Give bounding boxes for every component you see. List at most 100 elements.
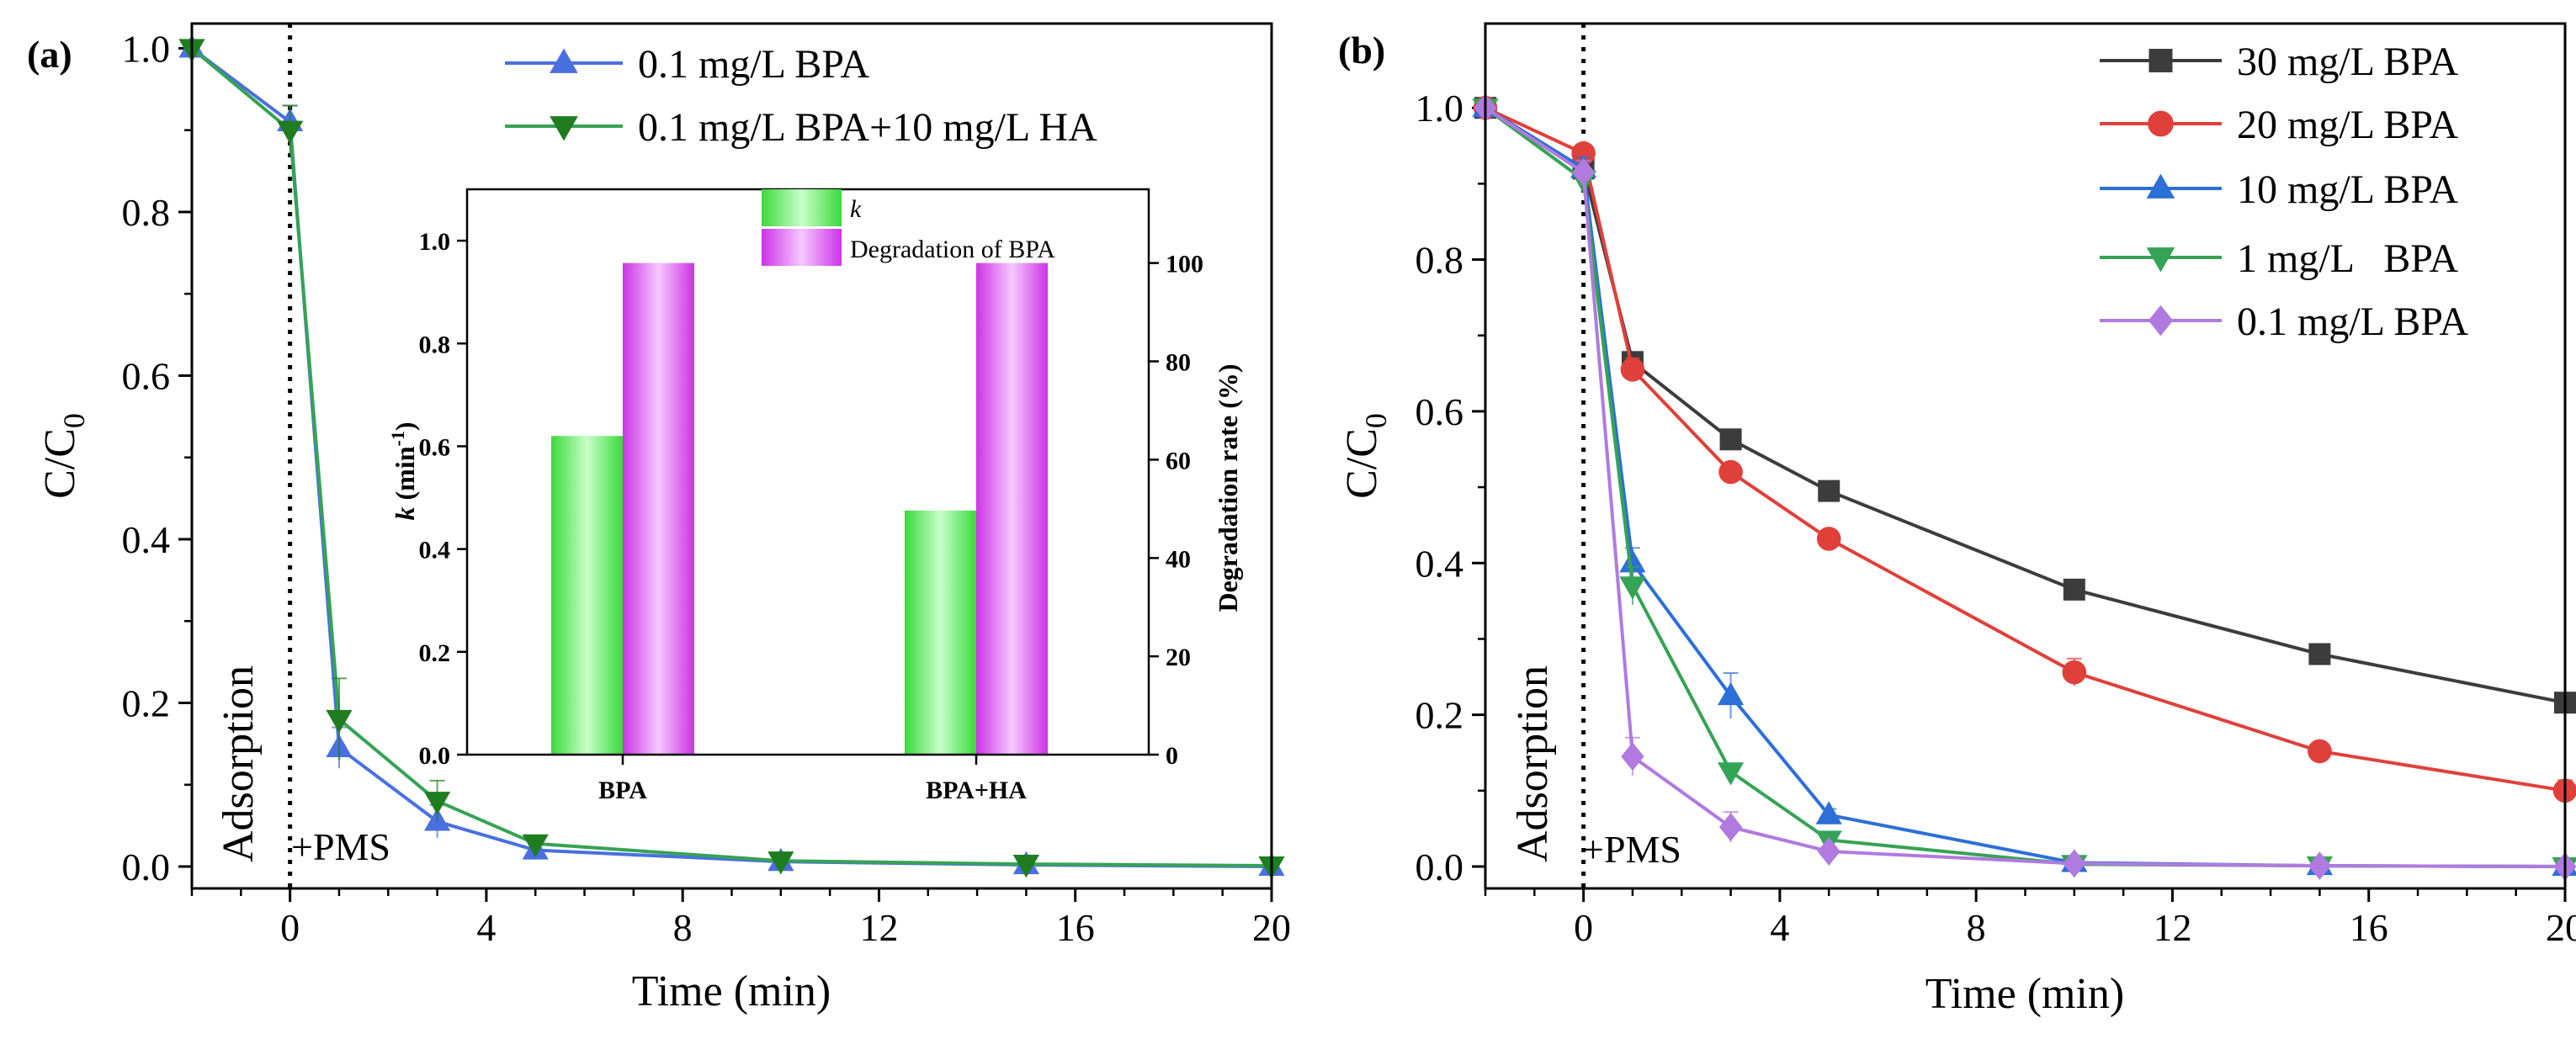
panel-b-chart: (b) 0 4 8 12 16 20 0.0 0.2 0.4 0.6 0.8 1.0 Time (mi… [1338,22,2576,1018]
b-y-tick-label: 0.4 [1415,542,1464,585]
a-y-tick-label: 0.0 [122,846,171,888]
inset-right-tick-label: 0 [1166,742,1178,770]
a-series-1-point [326,709,353,734]
svg-text:30 mg/L BPA: 30 mg/L BPA [2237,40,2459,84]
panel-b-pms-annotation: +PMS [1582,828,1681,871]
a-legend-marker-1 [550,116,578,141]
b-series-3-point [1717,762,1745,786]
b-x-tick-label: 20 [2546,906,2576,949]
svg-text:0.1 mg/L BPA: 0.1 mg/L BPA [2237,300,2469,344]
a-x-tick-label: 12 [859,906,898,949]
panel-a-y-axis-label: C/C0 [36,413,91,499]
b-x-tick-label: 4 [1770,906,1789,949]
inset-bar-k [551,436,623,755]
b-y-tick-label: 1.0 [1415,87,1464,130]
b-series-3-line [1484,106,2566,868]
b-legend-marker-4 [2148,305,2174,337]
inset-legend-degradation-swatch [762,229,842,266]
inset-right-tick-label: 60 [1166,447,1191,474]
b-series-2-line [1484,106,2566,868]
inset-right-axis-label: Degradation rate (%) [1213,363,1243,612]
b-series-1-point [1816,527,1841,551]
panel-a-pms-annotation: +PMS [291,825,390,868]
panel-a-adsorption-annotation: Adsorption [215,665,263,862]
b-legend-marker-2 [2146,173,2175,199]
b-series-1-point [1718,459,1743,485]
panel-a-x-axis-label: Time (min) [632,967,831,1015]
b-y-tick-label: 0.8 [1415,239,1464,282]
a-y-tick-label: 0.6 [122,354,171,397]
svg-text:20 mg/L BPA: 20 mg/L BPA [2237,103,2459,147]
panel-a-label: (a) [27,33,72,76]
panel-a-plot-frame [190,22,1273,890]
panel-b-adsorption-annotation: Adsorption [1509,665,1557,862]
a-x-tick-label: 20 [1252,906,1291,949]
b-series-4-point [1621,742,1644,771]
svg-text:0.1 mg/L BPA+10 mg/L HA: 0.1 mg/L BPA+10 mg/L HA [638,105,1097,150]
b-x-tick-label: 0 [1574,906,1593,949]
b-series-1-point [2308,739,2332,764]
b-series-0-point [2063,578,2085,601]
a-x-tick-label: 16 [1056,906,1095,949]
panel-b-x-axis-label: Time (min) [1925,970,2124,1018]
svg-text:10 mg/L BPA: 10 mg/L BPA [2237,167,2459,212]
inset-left-tick-label: 1.0 [419,228,451,256]
b-x-tick-label: 16 [2350,906,2388,949]
b-y-tick-label: 0.0 [1415,846,1464,888]
b-series-4-point [1718,813,1743,842]
a-series-1-point [1012,855,1040,878]
inset-x-tick-label: BPA [598,777,647,804]
b-series-4-point [1571,157,1596,187]
panel-a-inset-bar-chart: 0.0 0.2 0.4 0.6 0.8 1.0 0 20 40 60 80 100 BPA BPA+HA… [387,188,1243,804]
a-x-tick-label: 0 [280,906,300,949]
inset-right-tick-label: 40 [1166,545,1191,573]
a-x-tick-label: 8 [673,906,693,949]
b-legend-marker-0 [2148,49,2173,72]
inset-left-tick-label: 0.4 [419,537,451,565]
a-series-0-line [190,46,1272,868]
a-y-tick-label: 0.2 [122,681,171,724]
a-series-1-point [423,792,451,815]
svg-text:0.1 mg/L BPA: 0.1 mg/L BPA [638,42,870,87]
b-series-4-point [2308,851,2332,880]
panel-a-legend: 0.1 mg/L BPA 0.1 mg/L BPA+10 mg/L HA [505,42,1097,150]
panel-b-y-axis-label: C/C0 [1338,413,1393,499]
b-legend-marker-3 [2146,247,2175,273]
b-x-tick-label: 12 [2153,906,2191,949]
legend-item-b-3: 1 mg/L BPA [2100,236,2459,281]
inset-left-tick-label: 0.2 [419,639,451,667]
a-legend-marker-0 [550,48,578,73]
a-series-1-point [277,120,304,144]
b-series-4-point [2063,849,2086,878]
b-y-tick-label: 0.2 [1415,694,1464,737]
b-series-4-line [1484,106,2566,868]
legend-item-b-0: 30 mg/L BPA [2100,40,2459,84]
svg-text:1 mg/L BPA: 1 mg/L BPA [2237,236,2459,281]
inset-legend-k-swatch [762,189,842,226]
legend-item-a-1: 0.1 mg/L BPA+10 mg/L HA [505,105,1097,150]
inset-bar-degradation [976,262,1048,755]
b-series-1-point [1571,140,1596,166]
inset-legend: k Degradation of BPA [762,189,1055,266]
b-series-0-point [1818,480,1840,502]
legend-item-a-0: 0.1 mg/L BPA [505,42,870,87]
a-series-1-line [190,46,1272,868]
b-series-1-point [1620,358,1645,382]
inset-right-tick-label: 100 [1166,251,1203,278]
inset-left-tick-label: 0.0 [419,742,451,770]
b-series-2-point [1717,681,1745,706]
b-series-1-point [2062,660,2087,685]
inset-right-tick-label: 80 [1166,349,1191,377]
inset-left-tick-label: 0.8 [419,331,451,358]
inset-bar-k [905,510,976,755]
b-series-0-point [1719,428,1742,451]
legend-item-b-1: 20 mg/L BPA [2100,103,2459,147]
a-x-tick-label: 4 [476,906,496,949]
panel-a-chart: (a) 0 4 8 12 16 20 0.0 0.2 0.4 0.6 0.8 1.0 Time (mi… [27,22,1291,1015]
inset-left-tick-label: 0.6 [419,433,451,461]
a-y-tick-label: 1.0 [122,27,171,70]
inset-legend-degradation-label: Degradation of BPA [850,236,1055,263]
legend-item-b-4: 0.1 mg/L BPA [2100,300,2469,344]
panel-b-legend: 30 mg/L BPA 20 mg/L BPA 10 mg/L BPA 1 mg… [2100,40,2469,344]
